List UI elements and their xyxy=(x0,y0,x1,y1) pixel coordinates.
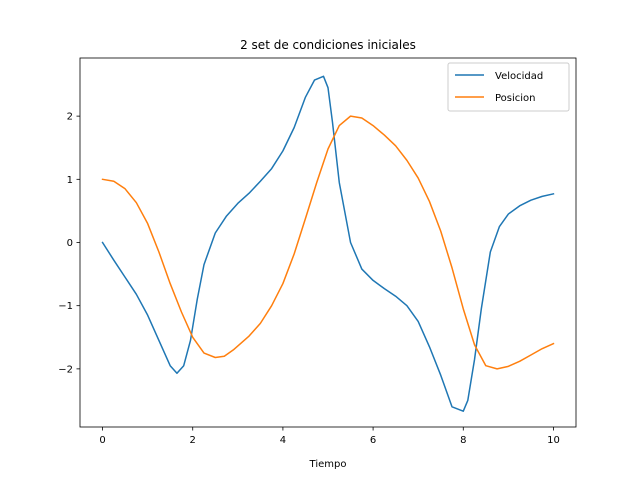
x-axis: 0 2 4 6 8 10 xyxy=(99,427,560,446)
x-tick-label: 6 xyxy=(370,435,376,446)
x-tick-label: 2 xyxy=(190,435,196,446)
x-tick-label: 10 xyxy=(547,435,560,446)
x-tick-label: 4 xyxy=(280,435,286,446)
y-tick-label: 2 xyxy=(67,112,73,123)
x-tick-label: 0 xyxy=(99,435,105,446)
series-line-velocidad xyxy=(101,75,555,412)
chart-title: 2 set de condiciones iniciales xyxy=(240,38,416,52)
y-tick-label: −2 xyxy=(58,364,73,375)
y-axis: −2 −1 0 1 2 xyxy=(58,112,80,375)
x-axis-label: Tiempo xyxy=(309,459,347,470)
y-tick-label: 0 xyxy=(67,238,73,249)
y-tick-label: −1 xyxy=(58,301,73,312)
series-line-posicion xyxy=(101,115,555,370)
legend-label-posicion: Posicion xyxy=(495,93,536,104)
legend: Velocidad Posicion xyxy=(447,62,570,112)
x-tick-label: 8 xyxy=(460,435,466,446)
legend-label-velocidad: Velocidad xyxy=(495,71,543,82)
y-tick-label: 1 xyxy=(67,175,73,186)
